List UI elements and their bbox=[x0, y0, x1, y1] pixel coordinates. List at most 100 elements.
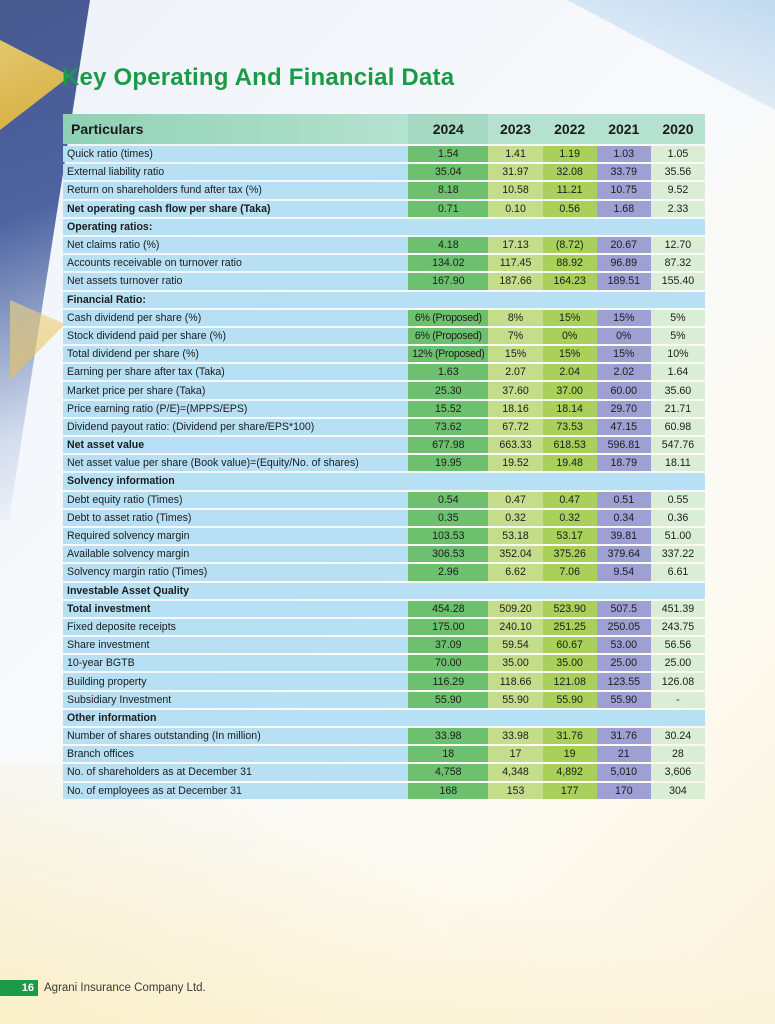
cell-2022: 15% bbox=[542, 309, 597, 326]
row-label: Net operating cash flow per share (Taka) bbox=[63, 200, 409, 217]
row-label: Accounts receivable on turnover ratio bbox=[63, 255, 409, 272]
cell-2021: 189.51 bbox=[596, 273, 651, 290]
cell-2020: 10% bbox=[650, 346, 705, 363]
cell-2021: 250.05 bbox=[596, 618, 651, 636]
table-row: Debt equity ratio (Times) 0.54 0.47 0.47 0.5… bbox=[63, 491, 705, 508]
cell-2020: 25.00 bbox=[650, 655, 705, 672]
column-header-2022: 2022 bbox=[542, 114, 597, 144]
table-body: Quick ratio (times) 1.54 1.41 1.19 1.03 1.05 E… bbox=[63, 146, 705, 799]
row-label: Total dividend per share (%) bbox=[63, 346, 409, 363]
cell-2022: 251.25 bbox=[542, 618, 597, 636]
cell-2021: 15% bbox=[596, 346, 651, 363]
cell-2020: 0.55 bbox=[650, 491, 705, 508]
page-title: Key Operating And Financial Data bbox=[62, 64, 455, 91]
cell-2024: 4.18 bbox=[408, 236, 489, 254]
cell-2021: 60.00 bbox=[596, 382, 651, 399]
cell-2021: 15% bbox=[596, 309, 651, 326]
cell-2020: 21.71 bbox=[650, 400, 705, 417]
cell-2022: 0.47 bbox=[542, 491, 597, 508]
row-label: External liability ratio bbox=[63, 164, 409, 181]
cell-2023: 117.45 bbox=[488, 255, 543, 272]
table-row: Total investment 454.28 509.20 523.90 507.5 4… bbox=[63, 600, 705, 617]
row-label: Net claims ratio (%) bbox=[63, 236, 409, 254]
table-row: Return on shareholders fund after tax (%… bbox=[63, 182, 705, 199]
cell-2024: 12% (Proposed) bbox=[408, 346, 489, 363]
cell-2024: 167.90 bbox=[408, 273, 489, 290]
cell-2022: 7.06 bbox=[542, 564, 597, 581]
cell-2024: 19.95 bbox=[408, 455, 489, 472]
cell-2023: 0.47 bbox=[488, 491, 543, 508]
section-header-row: Investable Asset Quality bbox=[63, 582, 705, 599]
cell-2021: 47.15 bbox=[596, 418, 651, 435]
cell-2022: 375.26 bbox=[542, 546, 597, 563]
row-label: Stock dividend paid per share (%) bbox=[63, 327, 409, 345]
cell-2022: 31.76 bbox=[542, 728, 597, 745]
cell-2021: 5,010 bbox=[596, 764, 651, 781]
cell-2020: 51.00 bbox=[650, 527, 705, 545]
cell-2020: 5% bbox=[650, 327, 705, 345]
table-row: Stock dividend paid per share (%) 6% (Pro… bbox=[63, 327, 705, 345]
row-label: Required solvency margin bbox=[63, 527, 409, 545]
cell-2022: 0.56 bbox=[542, 200, 597, 217]
cell-2024: 134.02 bbox=[408, 255, 489, 272]
section-band bbox=[408, 473, 705, 490]
cell-2020: 451.39 bbox=[650, 600, 705, 617]
cell-2022: 523.90 bbox=[542, 600, 597, 617]
cell-2023: 55.90 bbox=[488, 691, 543, 708]
section-header-row: Solvency information bbox=[63, 473, 705, 490]
row-label: Debt to asset ratio (Times) bbox=[63, 509, 409, 526]
cell-2024: 35.04 bbox=[408, 164, 489, 181]
table-header-row: Particulars 2024 2023 2022 2021 2020 bbox=[63, 114, 705, 144]
cell-2020: 0.36 bbox=[650, 509, 705, 526]
table-row: Market price per share (Taka) 25.30 37.60 3… bbox=[63, 382, 705, 399]
cell-2023: 6.62 bbox=[488, 564, 543, 581]
cell-2024: 168 bbox=[408, 782, 489, 799]
cell-2023: 0.10 bbox=[488, 200, 543, 217]
cell-2024: 2.96 bbox=[408, 564, 489, 581]
cell-2020: 3,606 bbox=[650, 764, 705, 781]
row-label: Solvency margin ratio (Times) bbox=[63, 564, 409, 581]
table-row: Net asset value per share (Book value)=(… bbox=[63, 455, 705, 472]
cell-2022: 37.00 bbox=[542, 382, 597, 399]
cell-2022: 55.90 bbox=[542, 691, 597, 708]
table-row: No. of shareholders as at December 31 4,7… bbox=[63, 764, 705, 781]
financial-data-table: Particulars 2024 2023 2022 2021 2020 Qui… bbox=[63, 112, 705, 801]
table-row: Net asset value 677.98 663.33 618.53 596.81 5… bbox=[63, 437, 705, 454]
row-label: Market price per share (Taka) bbox=[63, 382, 409, 399]
cell-2022: 0% bbox=[542, 327, 597, 345]
table-row: External liability ratio 35.04 31.97 32.08 3… bbox=[63, 164, 705, 181]
row-label: 10-year BGTB bbox=[63, 655, 409, 672]
cell-2024: 6% (Proposed) bbox=[408, 327, 489, 345]
cell-2021: 18.79 bbox=[596, 455, 651, 472]
cell-2022: 618.53 bbox=[542, 437, 597, 454]
cell-2021: 170 bbox=[596, 782, 651, 799]
cell-2023: 17.13 bbox=[488, 236, 543, 254]
cell-2023: 15% bbox=[488, 346, 543, 363]
cell-2020: 2.33 bbox=[650, 200, 705, 217]
row-label: Fixed deposite receipts bbox=[63, 618, 409, 636]
cell-2024: 1.63 bbox=[408, 364, 489, 381]
cell-2022: 15% bbox=[542, 346, 597, 363]
cell-2021: 1.03 bbox=[596, 146, 651, 163]
cell-2024: 15.52 bbox=[408, 400, 489, 417]
cell-2020: 12.70 bbox=[650, 236, 705, 254]
cell-2024: 18 bbox=[408, 746, 489, 763]
table-row: Building property 116.29 118.66 121.08 123.5… bbox=[63, 673, 705, 690]
section-label: Other information bbox=[63, 709, 409, 726]
cell-2023: 1.41 bbox=[488, 146, 543, 163]
cell-2021: 379.64 bbox=[596, 546, 651, 563]
section-header-row: Other information bbox=[63, 709, 705, 726]
table-row: Available solvency margin 306.53 352.04 375… bbox=[63, 546, 705, 563]
table-row: Price earning ratio (P/E)=(MPPS/EPS) 15.5… bbox=[63, 400, 705, 417]
cell-2021: 2.02 bbox=[596, 364, 651, 381]
cell-2020: 547.76 bbox=[650, 437, 705, 454]
section-band bbox=[408, 582, 705, 599]
table-row: Dividend payout ratio: (Dividend per sha… bbox=[63, 418, 705, 435]
cell-2022: 32.08 bbox=[542, 164, 597, 181]
section-label: Operating ratios: bbox=[63, 218, 409, 235]
row-label: Dividend payout ratio: (Dividend per sha… bbox=[63, 418, 409, 435]
table-row: Share investment 37.09 59.54 60.67 53.00 56.5… bbox=[63, 637, 705, 654]
cell-2023: 4,348 bbox=[488, 764, 543, 781]
cell-2020: 35.60 bbox=[650, 382, 705, 399]
cell-2021: 507.5 bbox=[596, 600, 651, 617]
